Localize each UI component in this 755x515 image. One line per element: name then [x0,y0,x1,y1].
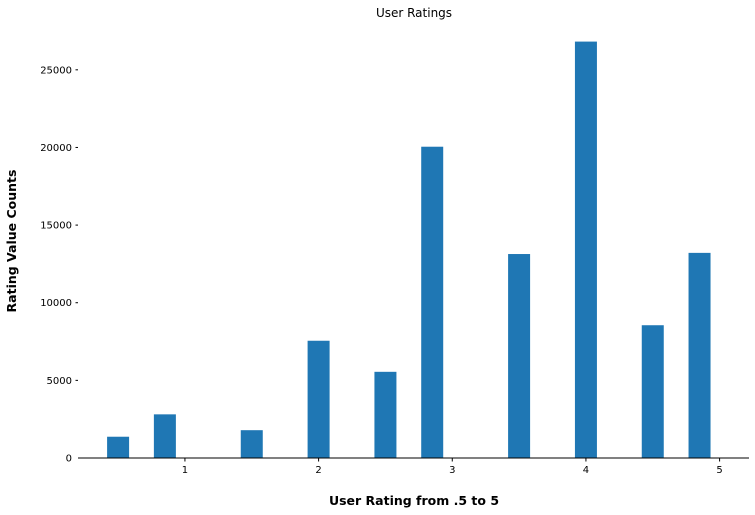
y-tick-label: 25000 [40,65,72,76]
bar [688,252,711,458]
x-axis-label: User Rating from .5 to 5 [329,493,499,508]
y-axis-label: Rating Value Counts [4,170,19,313]
x-tick-label: 1 [182,465,188,476]
y-tick-label: 20000 [40,143,72,154]
y-tick-label: 15000 [40,221,72,232]
bar [641,325,664,458]
x-tick-label: 2 [315,465,321,476]
chart-title: User Ratings [376,6,452,20]
y-tick-label: 0 [66,454,72,465]
bar [307,340,330,458]
bar [421,146,444,458]
bar [153,414,176,458]
x-tick-label: 3 [449,465,455,476]
bar [574,41,597,459]
x-tick-label: 4 [583,465,589,476]
x-tick-label: 5 [716,465,722,476]
bar [107,436,130,458]
y-axis: 0 5000 10000 15000 20000 25000 [40,65,78,465]
x-axis: 1 2 3 4 5 [78,457,749,476]
bars [107,41,711,459]
y-tick-label: 10000 [40,298,72,309]
y-tick-label: 5000 [47,376,72,387]
bar [240,430,263,458]
bar [374,371,397,458]
bar [508,254,531,458]
